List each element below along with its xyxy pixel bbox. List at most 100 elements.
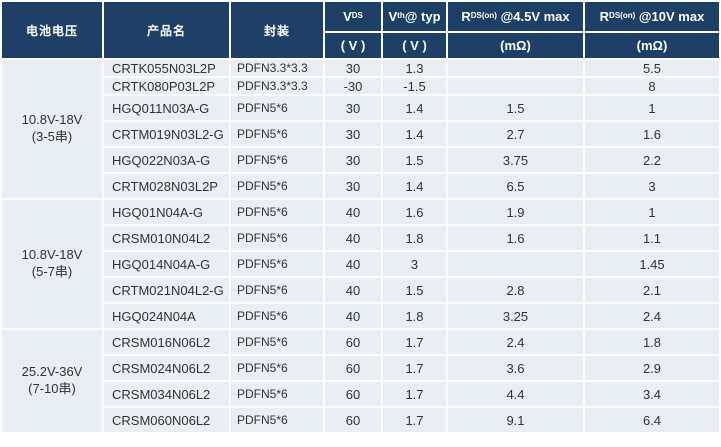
col-header-rdson-4v5: RDS(on) @4.5V max [448,2,583,31]
voltage-range-label: 10.8V-18V [21,247,83,263]
rds10-cell: 1 [585,96,719,120]
vds-cell: -30 [325,78,381,94]
rds10-suffix: @10V max [635,9,705,24]
package-cell: PDFN5*6 [231,174,323,198]
vds-cell: 60 [325,330,381,354]
table-header: 电池电压 产品名 封装 VDS Vth@ typ RDS(on) @4.5V m… [2,2,719,58]
vth-cell: 3 [383,252,446,276]
product-cell: CRTK080P03L2P [104,78,229,94]
rds45-cell [448,60,583,76]
rds10-cell: 1.45 [585,252,719,276]
table-row: HGQ011N03A-G PDFN5*6 30 1.4 1.5 1 [2,96,719,120]
rds-subscript: DS(on) [470,11,497,20]
rds45-cell: 1.9 [448,200,583,224]
rds45-cell: 3.6 [448,356,583,380]
table-row: 25.2V-36V (7-10串) CRSM016N06L2 PDFN5*6 60 1.7… [2,330,719,432]
package-cell: PDFN5*6 [231,330,323,354]
rds45-suffix: @4.5V max [496,9,570,24]
col-header-vds: VDS [325,2,381,31]
unit-rds10-milliohm: (mΩ) [585,33,719,58]
rds45-cell [448,252,583,276]
rds10-cell: 6.4 [585,408,719,432]
table-row: CRSM024N06L2 PDFN5*6 60 1.7 3.6 2.9 [2,356,719,380]
package-cell: PDFN5*6 [231,382,323,406]
vds-cell: 30 [325,60,381,76]
rds10-cell: 1 [585,200,719,224]
rds-subscript: DS(on) [609,11,636,20]
unit-rds45-milliohm: (mΩ) [448,33,583,58]
product-cell: HGQ022N03A-G [104,148,229,172]
cell-series-count-label: (3-5串) [31,129,73,144]
rds10-cell: 1.1 [585,226,719,250]
vth-cell: 1.7 [383,382,446,406]
vth-cell: 1.3 [383,60,446,76]
voltage-range-label: 10.8V-18V [21,112,83,128]
rds45-cell: 1.6 [448,226,583,250]
vds-cell: 40 [325,304,381,328]
cell-series-count-label: (7-10串) [28,381,76,396]
rds10-cell: 2.1 [585,278,719,302]
rds10-cell: 2.9 [585,356,719,380]
vds-subscript: DS [351,11,363,20]
rds45-cell: 4.4 [448,382,583,406]
vth-cell: 1.5 [383,148,446,172]
col-header-battery-voltage: 电池电压 [2,2,102,58]
package-cell: PDFN5*6 [231,148,323,172]
package-cell: PDFN5*6 [231,122,323,146]
product-cell: CRSM034N06L2 [104,382,229,406]
package-cell: PDFN5*6 [231,96,323,120]
battery-voltage-group-cell: 10.8V-18V (5-7串) [2,200,102,328]
product-cell: CRSM016N06L2 [104,330,229,354]
product-cell: HGQ011N03A-G [104,96,229,120]
vth-cell: -1.5 [383,78,446,94]
col-header-vth: Vth@ typ [383,2,446,31]
vds-cell: 40 [325,252,381,276]
vds-cell: 40 [325,226,381,250]
vth-cell: 1.7 [383,356,446,380]
product-cell: HGQ024N04A [104,304,229,328]
table-row: CRTM019N03L2-G PDFN5*6 30 1.4 2.7 1.6 [2,122,719,146]
table-row: CRTM028N03L2P PDFN5*6 30 1.4 6.5 3 [2,174,719,198]
package-cell: PDFN5*6 [231,226,323,250]
rds10-cell: 5.5 [585,60,719,76]
rds10-cell: 3.4 [585,382,719,406]
vds-cell: 40 [325,200,381,224]
vth-symbol: V [388,9,398,24]
product-cell: HGQ014N04A-G [104,252,229,276]
package-cell: PDFN5*6 [231,278,323,302]
rds-symbol: R [599,9,610,24]
vth-cell: 1.4 [383,122,446,146]
product-cell: HGQ01N04A-G [104,200,229,224]
vth-subscript: th [397,11,405,20]
package-cell: PDFN3.3*3.3 [231,78,323,94]
vds-cell: 60 [325,382,381,406]
vth-cell: 1.7 [383,408,446,432]
mosfet-selection-table: 电池电压 产品名 封装 VDS Vth@ typ RDS(on) @4.5V m… [0,0,721,434]
rds10-cell: 8 [585,78,719,94]
vth-cell: 1.8 [383,226,446,250]
product-cell: CRSM010N04L2 [104,226,229,250]
product-cell: CRTM028N03L2P [104,174,229,198]
vth-cell: 1.4 [383,174,446,198]
product-cell: CRSM060N06L2 [104,408,229,432]
vth-cell: 1.4 [383,96,446,120]
table-row: CRSM010N04L2 PDFN5*6 40 1.8 1.6 1.1 [2,226,719,250]
product-cell: CRTM021N04L2-G [104,278,229,302]
package-cell: PDFN5*6 [231,252,323,276]
package-cell: PDFN3.3*3.3 [231,60,323,76]
rds10-cell: 2.2 [585,148,719,172]
battery-voltage-group-cell: 25.2V-36V (7-10串) [2,330,102,432]
package-cell: PDFN5*6 [231,304,323,328]
vds-cell: 30 [325,174,381,198]
voltage-range-label: 25.2V-36V [21,364,83,380]
vth-cell: 1.7 [383,330,446,354]
rds45-cell: 9.1 [448,408,583,432]
cell-series-count-label: (5-7串) [31,264,73,279]
package-cell: PDFN5*6 [231,200,323,224]
table-row: HGQ022N03A-G PDFN5*6 30 1.5 3.75 2.2 [2,148,719,172]
product-cell: CRSM024N06L2 [104,356,229,380]
table-row: HGQ014N04A-G PDFN5*6 40 3 1.45 [2,252,719,276]
product-cell: CRTK055N03L2P [104,60,229,76]
vds-cell: 30 [325,148,381,172]
